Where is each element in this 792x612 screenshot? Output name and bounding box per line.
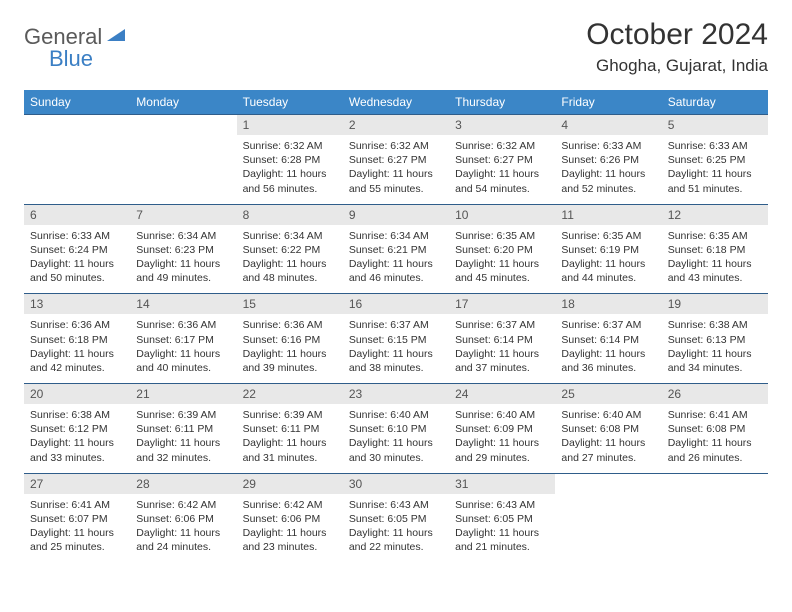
day-header: Thursday <box>449 90 555 115</box>
day-cell: Sunrise: 6:32 AMSunset: 6:27 PMDaylight:… <box>449 135 555 204</box>
day-number: 15 <box>237 294 343 315</box>
header: General October 2024 Ghogha, Gujarat, In… <box>24 18 768 76</box>
day-number: 3 <box>449 115 555 136</box>
day-cell: Sunrise: 6:41 AMSunset: 6:07 PMDaylight:… <box>24 494 130 563</box>
day-cell: Sunrise: 6:36 AMSunset: 6:18 PMDaylight:… <box>24 314 130 383</box>
week-number-row: 13141516171819 <box>24 294 768 315</box>
location-label: Ghogha, Gujarat, India <box>586 56 768 76</box>
day-header: Tuesday <box>237 90 343 115</box>
day-header: Saturday <box>662 90 768 115</box>
day-cell: Sunrise: 6:33 AMSunset: 6:24 PMDaylight:… <box>24 225 130 294</box>
day-cell: Sunrise: 6:42 AMSunset: 6:06 PMDaylight:… <box>130 494 236 563</box>
day-header: Wednesday <box>343 90 449 115</box>
day-number: 25 <box>555 384 661 405</box>
day-number: 14 <box>130 294 236 315</box>
week-data-row: Sunrise: 6:41 AMSunset: 6:07 PMDaylight:… <box>24 494 768 563</box>
day-number: 12 <box>662 204 768 225</box>
day-cell: Sunrise: 6:32 AMSunset: 6:28 PMDaylight:… <box>237 135 343 204</box>
day-number: 1 <box>237 115 343 136</box>
day-cell: Sunrise: 6:35 AMSunset: 6:19 PMDaylight:… <box>555 225 661 294</box>
day-empty <box>130 115 236 136</box>
day-empty <box>555 494 661 563</box>
day-number: 29 <box>237 473 343 494</box>
day-cell: Sunrise: 6:36 AMSunset: 6:16 PMDaylight:… <box>237 314 343 383</box>
day-number: 21 <box>130 384 236 405</box>
calendar-table: SundayMondayTuesdayWednesdayThursdayFrid… <box>24 90 768 562</box>
day-number: 6 <box>24 204 130 225</box>
day-number: 19 <box>662 294 768 315</box>
day-cell: Sunrise: 6:41 AMSunset: 6:08 PMDaylight:… <box>662 404 768 473</box>
day-cell: Sunrise: 6:34 AMSunset: 6:23 PMDaylight:… <box>130 225 236 294</box>
day-cell: Sunrise: 6:36 AMSunset: 6:17 PMDaylight:… <box>130 314 236 383</box>
day-number: 16 <box>343 294 449 315</box>
logo-text-blue-wrap: Blue <box>49 46 93 72</box>
day-cell: Sunrise: 6:43 AMSunset: 6:05 PMDaylight:… <box>449 494 555 563</box>
title-block: October 2024 Ghogha, Gujarat, India <box>586 18 768 76</box>
day-cell: Sunrise: 6:33 AMSunset: 6:25 PMDaylight:… <box>662 135 768 204</box>
month-title: October 2024 <box>586 18 768 52</box>
day-cell: Sunrise: 6:40 AMSunset: 6:09 PMDaylight:… <box>449 404 555 473</box>
day-header: Monday <box>130 90 236 115</box>
day-cell: Sunrise: 6:40 AMSunset: 6:10 PMDaylight:… <box>343 404 449 473</box>
week-data-row: Sunrise: 6:36 AMSunset: 6:18 PMDaylight:… <box>24 314 768 383</box>
day-cell: Sunrise: 6:38 AMSunset: 6:13 PMDaylight:… <box>662 314 768 383</box>
calendar-body: 12345Sunrise: 6:32 AMSunset: 6:28 PMDayl… <box>24 115 768 563</box>
day-number: 20 <box>24 384 130 405</box>
day-number: 30 <box>343 473 449 494</box>
day-empty <box>555 473 661 494</box>
day-number: 5 <box>662 115 768 136</box>
day-number: 13 <box>24 294 130 315</box>
week-number-row: 12345 <box>24 115 768 136</box>
day-cell: Sunrise: 6:43 AMSunset: 6:05 PMDaylight:… <box>343 494 449 563</box>
day-cell: Sunrise: 6:40 AMSunset: 6:08 PMDaylight:… <box>555 404 661 473</box>
day-number: 28 <box>130 473 236 494</box>
day-cell: Sunrise: 6:33 AMSunset: 6:26 PMDaylight:… <box>555 135 661 204</box>
logo-triangle-icon <box>107 27 127 48</box>
day-header: Friday <box>555 90 661 115</box>
logo-text-blue: Blue <box>49 46 93 71</box>
day-header: Sunday <box>24 90 130 115</box>
day-number: 11 <box>555 204 661 225</box>
day-number: 4 <box>555 115 661 136</box>
day-number: 26 <box>662 384 768 405</box>
day-cell: Sunrise: 6:35 AMSunset: 6:18 PMDaylight:… <box>662 225 768 294</box>
week-data-row: Sunrise: 6:38 AMSunset: 6:12 PMDaylight:… <box>24 404 768 473</box>
day-empty <box>130 135 236 204</box>
day-cell: Sunrise: 6:34 AMSunset: 6:22 PMDaylight:… <box>237 225 343 294</box>
day-number: 7 <box>130 204 236 225</box>
day-number: 8 <box>237 204 343 225</box>
day-cell: Sunrise: 6:32 AMSunset: 6:27 PMDaylight:… <box>343 135 449 204</box>
day-cell: Sunrise: 6:37 AMSunset: 6:14 PMDaylight:… <box>449 314 555 383</box>
week-number-row: 6789101112 <box>24 204 768 225</box>
day-number: 23 <box>343 384 449 405</box>
day-number: 17 <box>449 294 555 315</box>
day-empty <box>662 494 768 563</box>
day-cell: Sunrise: 6:39 AMSunset: 6:11 PMDaylight:… <box>237 404 343 473</box>
day-number: 27 <box>24 473 130 494</box>
day-cell: Sunrise: 6:39 AMSunset: 6:11 PMDaylight:… <box>130 404 236 473</box>
day-cell: Sunrise: 6:37 AMSunset: 6:14 PMDaylight:… <box>555 314 661 383</box>
day-cell: Sunrise: 6:37 AMSunset: 6:15 PMDaylight:… <box>343 314 449 383</box>
day-cell: Sunrise: 6:38 AMSunset: 6:12 PMDaylight:… <box>24 404 130 473</box>
week-number-row: 2728293031 <box>24 473 768 494</box>
day-cell: Sunrise: 6:35 AMSunset: 6:20 PMDaylight:… <box>449 225 555 294</box>
week-number-row: 20212223242526 <box>24 384 768 405</box>
day-number: 2 <box>343 115 449 136</box>
day-cell: Sunrise: 6:42 AMSunset: 6:06 PMDaylight:… <box>237 494 343 563</box>
day-number: 18 <box>555 294 661 315</box>
day-number: 31 <box>449 473 555 494</box>
day-empty <box>24 115 130 136</box>
day-number: 10 <box>449 204 555 225</box>
day-cell: Sunrise: 6:34 AMSunset: 6:21 PMDaylight:… <box>343 225 449 294</box>
week-data-row: Sunrise: 6:32 AMSunset: 6:28 PMDaylight:… <box>24 135 768 204</box>
day-empty <box>24 135 130 204</box>
day-header-row: SundayMondayTuesdayWednesdayThursdayFrid… <box>24 90 768 115</box>
day-number: 24 <box>449 384 555 405</box>
week-data-row: Sunrise: 6:33 AMSunset: 6:24 PMDaylight:… <box>24 225 768 294</box>
day-empty <box>662 473 768 494</box>
day-number: 9 <box>343 204 449 225</box>
day-number: 22 <box>237 384 343 405</box>
